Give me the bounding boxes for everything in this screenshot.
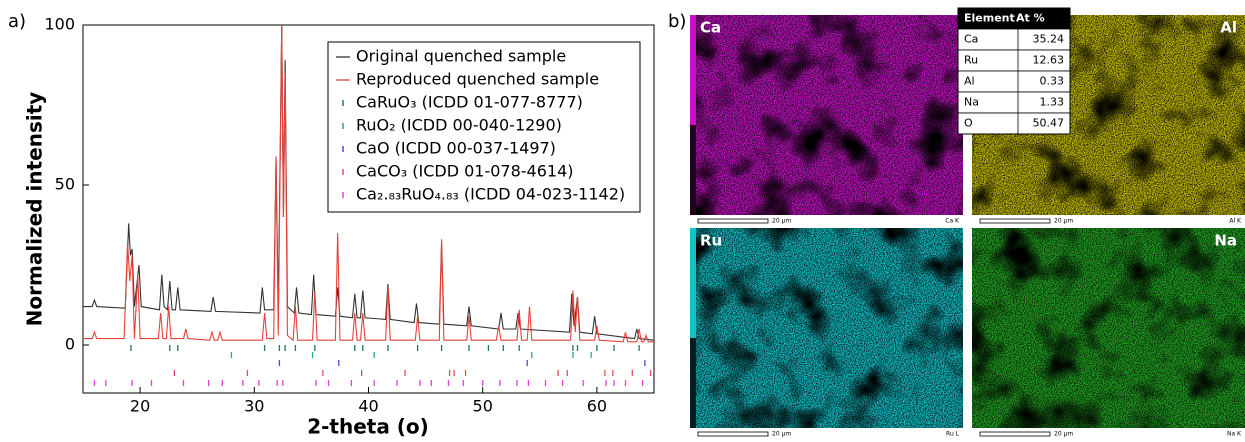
table-cell: Ca — [964, 33, 978, 46]
panel-label: a) — [8, 11, 26, 32]
map-patches — [690, 228, 963, 428]
table-cell: 0.33 — [1040, 75, 1065, 88]
scale-label: 20 µm — [1054, 431, 1073, 438]
y-axis-title: Normalized intensity — [23, 92, 47, 327]
legend-box — [327, 41, 641, 213]
scale-label: 20 µm — [772, 218, 791, 225]
table-cell: 1.33 — [1040, 96, 1065, 109]
map-line-label: Ca K — [945, 218, 960, 225]
map-colorbar-dark — [690, 125, 696, 215]
table-cell: Ru — [964, 54, 978, 67]
map-colorbar — [690, 15, 696, 215]
scale-label: 20 µm — [772, 431, 791, 438]
table-header: At % — [1016, 12, 1045, 25]
series-line — [83, 24, 654, 343]
map-colorbar-dark — [690, 338, 696, 428]
legend-label: Reproduced quenched sample — [356, 70, 599, 89]
table-header: Element — [964, 12, 1015, 25]
table-cell: 50.47 — [1033, 117, 1065, 130]
legend-label: CaRuO₃ (ICDD 01-077-8777) — [356, 93, 583, 112]
scale-bar — [697, 218, 769, 224]
x-tick-label: 40 — [358, 397, 378, 416]
map-line-label: Ru L — [946, 431, 960, 438]
x-tick-label: 60 — [587, 397, 607, 416]
legend-label: RuO₂ (ICDD 00-040-1290) — [356, 116, 562, 135]
map-label: Na — [1214, 232, 1237, 250]
table-cell: Al — [964, 75, 975, 88]
map-label: Ru — [700, 232, 722, 250]
table-header-bg — [958, 8, 1070, 29]
panel-label: b) — [668, 11, 686, 32]
y-tick-label: 50 — [55, 175, 75, 194]
y-tick-label: 100 — [44, 15, 75, 34]
map-patches — [690, 15, 963, 215]
x-tick-label: 30 — [244, 397, 264, 416]
map-label: Al — [1220, 19, 1237, 37]
table-cell: O — [964, 117, 973, 130]
scale-bar — [979, 431, 1051, 437]
map-colorbar — [690, 228, 696, 428]
legend-label: Ca₂.₈₃RuO₄.₈₃ (ICDD 04-023-1142) — [356, 185, 625, 204]
table-cell: Na — [964, 96, 979, 109]
y-tick-label: 0 — [65, 335, 75, 354]
map-patches — [972, 228, 1245, 428]
map-label: Ca — [700, 19, 721, 37]
x-axis-title: 2-theta (o) — [307, 415, 429, 439]
table-frame — [957, 7, 1071, 135]
legend-label: Original quenched sample — [356, 47, 566, 66]
scale-bar — [979, 218, 1051, 224]
x-tick-label: 50 — [473, 397, 493, 416]
map-line-label: Na K — [1227, 431, 1242, 438]
table-cell: 35.24 — [1033, 33, 1065, 46]
scale-label: 20 µm — [1054, 218, 1073, 225]
x-tick-label: 20 — [130, 397, 150, 416]
legend-label: CaCO₃ (ICDD 01-078-4614) — [356, 162, 574, 181]
legend-label: CaO (ICDD 00-037-1497) — [356, 139, 556, 158]
map-line-label: Al K — [1229, 218, 1242, 225]
table-cell: 12.63 — [1033, 54, 1065, 67]
scale-bar — [697, 431, 769, 437]
